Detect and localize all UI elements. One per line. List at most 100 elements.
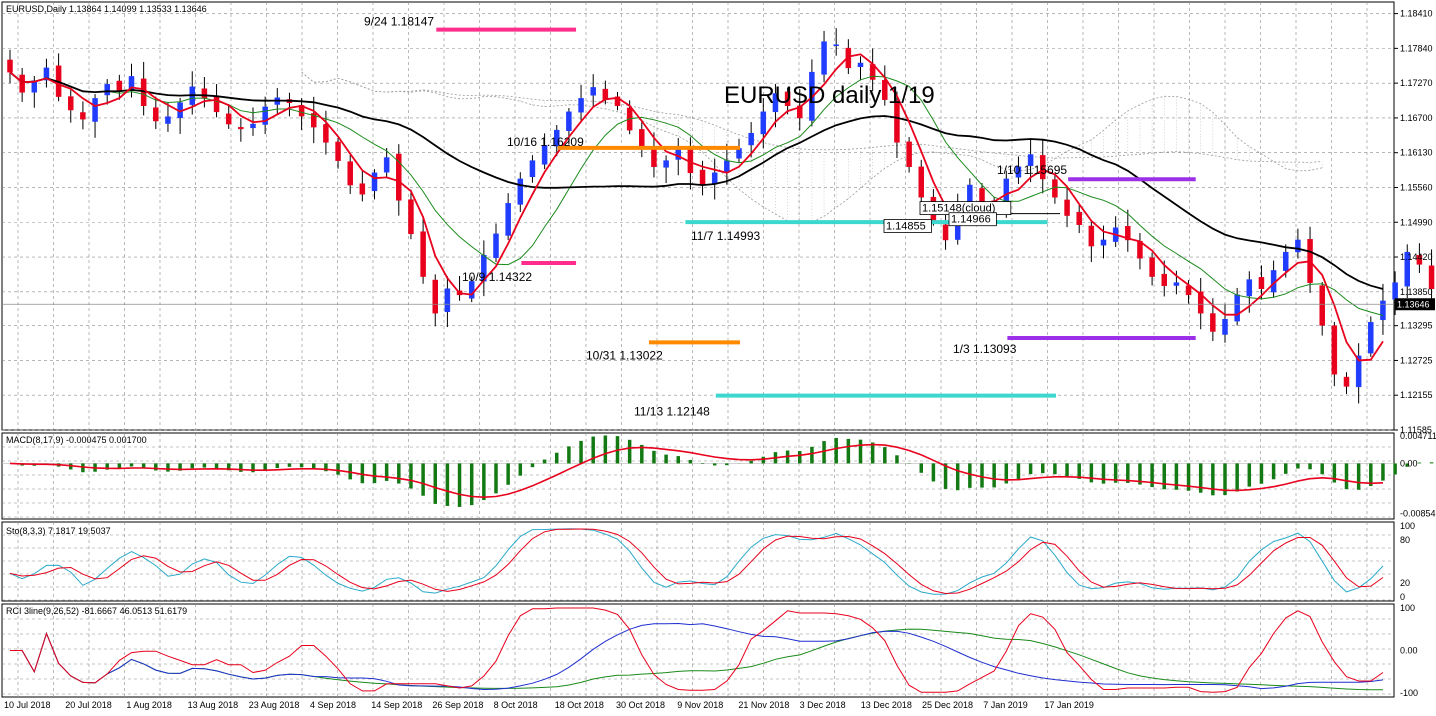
- candle-body: [31, 80, 38, 93]
- candle-body: [68, 96, 74, 111]
- boxed-label: 1.14855: [886, 220, 926, 232]
- macd-header: MACD(8,17,9) -0.000475 0.001700: [6, 435, 147, 445]
- sto-tick-label: 0: [1400, 592, 1405, 602]
- candle-body: [1331, 325, 1338, 375]
- candle-body: [1416, 255, 1423, 265]
- level-annotation: 1/3 1.13093: [953, 342, 1017, 356]
- candle-body: [1100, 239, 1107, 246]
- candle-body: [359, 183, 366, 195]
- price-tick-label: 1.17270: [1400, 78, 1433, 88]
- candle-body: [1015, 166, 1022, 178]
- candle-body: [444, 288, 451, 312]
- candle-body: [699, 169, 706, 186]
- candle-body: [1088, 225, 1095, 247]
- cloud-span-b: [301, 71, 1323, 163]
- boxed-label-frame: [883, 219, 932, 233]
- candle-body: [1234, 294, 1240, 322]
- candle-body: [736, 148, 742, 159]
- candle-body: [651, 147, 657, 167]
- chart-title: EURUSD daily 1/19: [724, 82, 935, 109]
- macd-tick-label: 0.004711: [1400, 431, 1436, 441]
- candle-body: [1404, 251, 1410, 287]
- rci-short-line: [10, 607, 1384, 693]
- candle-body: [1222, 319, 1228, 335]
- candle-body: [1258, 277, 1265, 290]
- date-tick-label: 7 Jan 2019: [983, 700, 1028, 710]
- candle-body: [639, 129, 645, 149]
- rci-tick-label: -100: [1400, 688, 1418, 698]
- candle-body: [529, 160, 536, 178]
- candle-body: [383, 157, 390, 173]
- candle-body: [1040, 155, 1046, 180]
- date-tick-label: 8 Oct 2018: [494, 700, 538, 710]
- level-annotation: 11/7 1.14993: [691, 229, 761, 243]
- price-tick-label: 1.14990: [1400, 217, 1433, 227]
- candle-body: [602, 88, 609, 100]
- boxed-label: 1.15148(cloud): [922, 203, 995, 215]
- candle-body: [821, 41, 827, 75]
- candle-body: [420, 231, 426, 277]
- boxed-label-frame: [948, 212, 997, 227]
- candle-body: [104, 84, 110, 96]
- candle-body: [80, 112, 86, 120]
- candle-body: [1380, 300, 1386, 321]
- level-annotation: 1/10 1.15695: [997, 163, 1067, 177]
- candle-body: [833, 44, 839, 46]
- stoch-k-line: [9, 528, 1384, 595]
- candle-body: [1319, 285, 1325, 326]
- date-tick-label: 26 Sep 2018: [432, 700, 483, 710]
- candle-body: [238, 127, 244, 130]
- macd-signal-line: [9, 443, 1384, 499]
- candle-body: [92, 98, 98, 122]
- green-ma-line: [9, 71, 1384, 316]
- date-tick-label: 1 Aug 2018: [126, 700, 172, 710]
- price-tick-label: 1.16700: [1400, 113, 1433, 123]
- stochastic-header: Sto(8,3,3) 7.1817 19.5037: [6, 526, 111, 536]
- candle-body: [1355, 355, 1362, 388]
- last-price-label: 1.13646: [1397, 299, 1430, 309]
- candle-body: [1125, 225, 1131, 241]
- price-tick-label: 1.12725: [1400, 355, 1433, 365]
- sto-tick-label: 100: [1400, 521, 1415, 531]
- candle-body: [857, 62, 864, 67]
- candle-body: [1295, 239, 1301, 253]
- date-tick-label: 23 Aug 2018: [249, 700, 300, 710]
- date-tick-label: 13 Dec 2018: [861, 700, 912, 710]
- candle-body: [614, 96, 621, 106]
- price-tick-label: 1.13850: [1400, 287, 1433, 297]
- candle-body: [371, 172, 378, 192]
- black-ma-line: [9, 71, 1384, 290]
- level-annotation: 10/31 1.13022: [586, 348, 663, 362]
- candle-body: [554, 129, 560, 147]
- candle-body: [711, 172, 718, 184]
- candle-body: [323, 124, 329, 143]
- boxed-label: 1.14966: [951, 214, 991, 226]
- rci-tick-label: 0.00: [1400, 646, 1418, 656]
- price-tick-label: 1.15560: [1400, 182, 1433, 192]
- candle-body: [663, 160, 669, 168]
- candle-body: [1246, 279, 1253, 297]
- candle-body: [1343, 376, 1350, 387]
- rci-mid-line: [10, 622, 1384, 691]
- panel-border-3: [1, 603, 1395, 698]
- candle-body: [1428, 265, 1435, 290]
- candle-body: [1161, 273, 1167, 286]
- candle-body: [724, 160, 730, 173]
- candle-body: [882, 80, 888, 100]
- candle-body: [578, 98, 584, 113]
- candle-body: [784, 91, 791, 106]
- candle-body: [760, 111, 767, 135]
- date-tick-label: 9 Nov 2018: [677, 700, 723, 710]
- date-tick-label: 3 Dec 2018: [800, 700, 846, 710]
- candle-body: [493, 233, 499, 259]
- candle-body: [1210, 313, 1216, 332]
- level-annotation: 10/9 1.14322: [462, 270, 532, 284]
- date-tick-label: 25 Dec 2018: [922, 700, 973, 710]
- candle-body: [1076, 211, 1082, 225]
- indicator-lines: [2, 53, 1394, 693]
- candle-body: [748, 132, 754, 146]
- candle-body: [1064, 199, 1070, 216]
- sto-tick-label: 80: [1400, 535, 1410, 545]
- candle-body: [19, 74, 25, 93]
